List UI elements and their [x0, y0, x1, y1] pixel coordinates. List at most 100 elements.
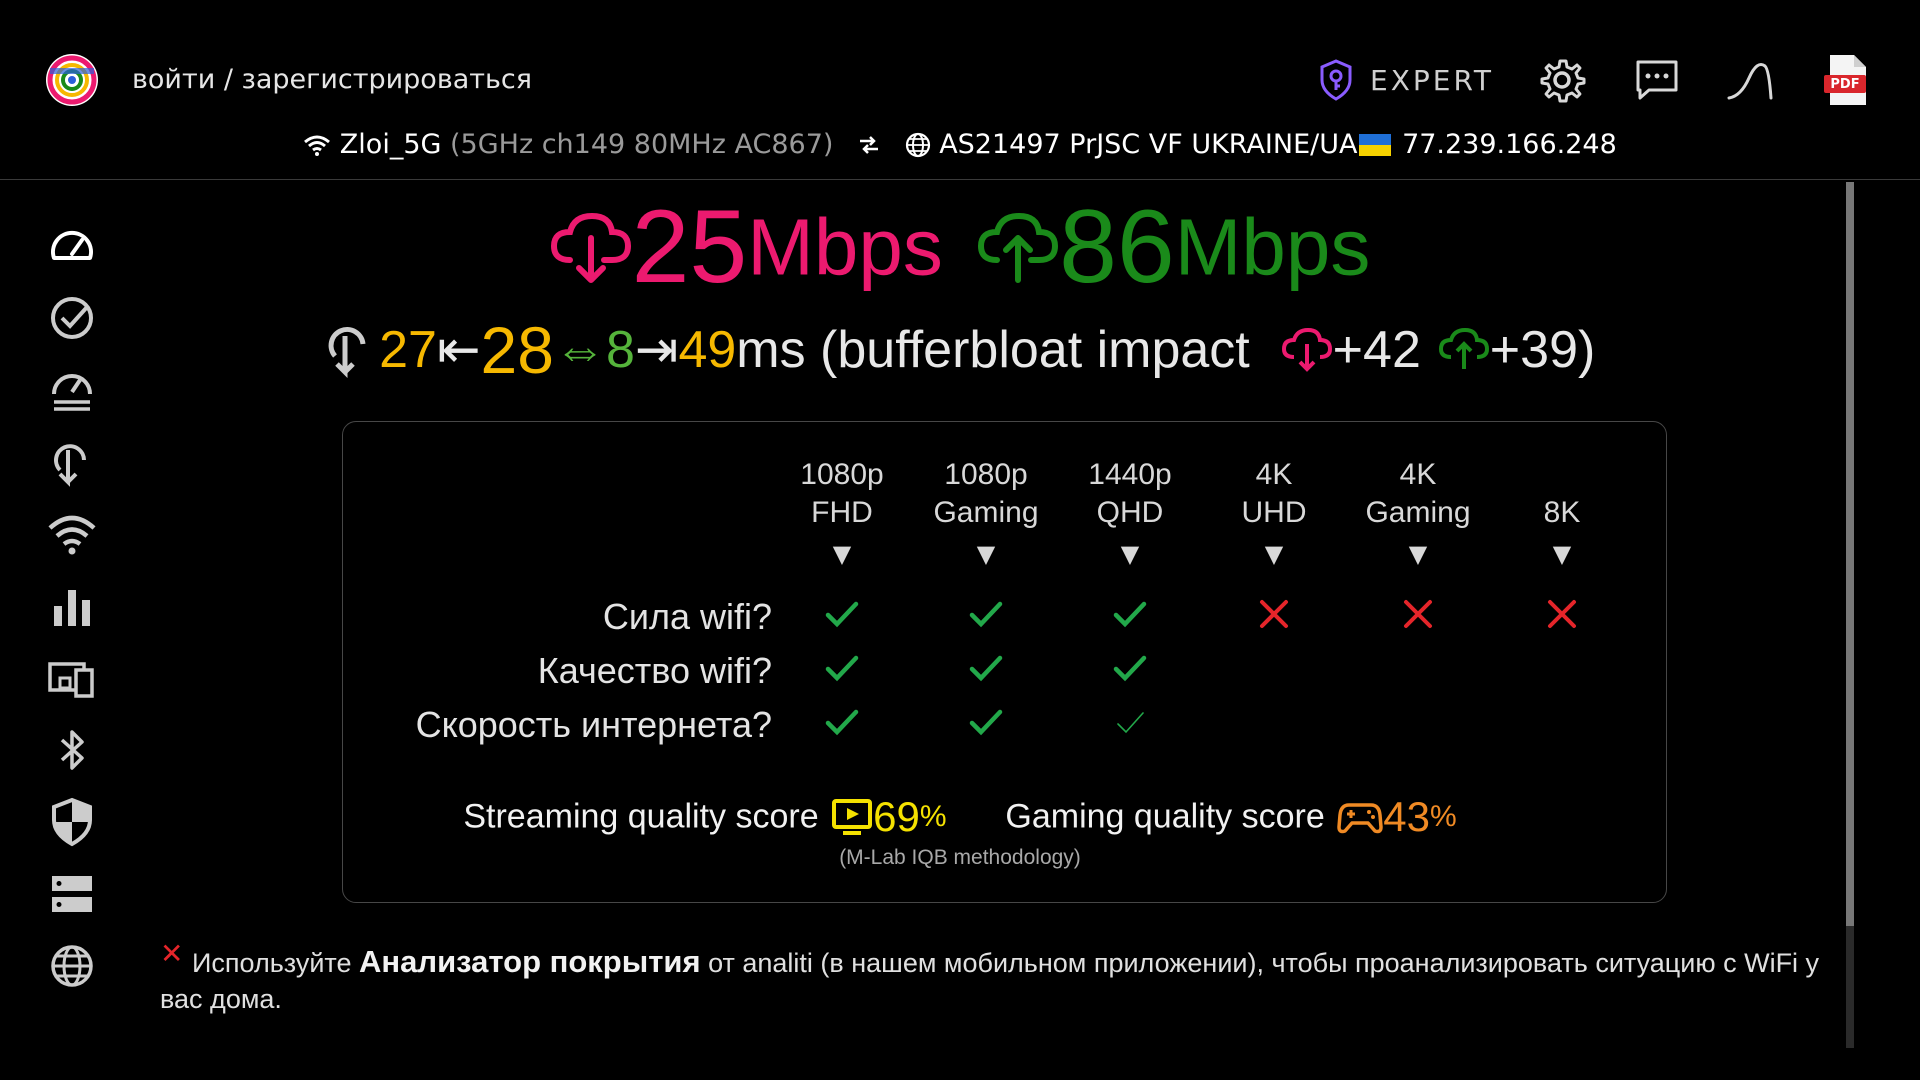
pdf-label: PDF [1830, 77, 1860, 92]
curve-icon[interactable] [1727, 56, 1775, 104]
globe-small-icon [905, 132, 930, 157]
jitter-arrow: ⇔ [553, 321, 606, 379]
check-icon [825, 655, 859, 682]
column-header-8k: 8K [1492, 494, 1632, 532]
download-cloud-icon [550, 212, 631, 283]
streaming-tv-icon [832, 799, 873, 835]
check-thin-icon [1117, 712, 1144, 734]
network-info[interactable]: Zloi_5G (5GHz ch149 80MHz AC867) AS21497… [0, 128, 1920, 168]
check-icon [969, 655, 1003, 682]
latency-min: 27 [379, 321, 437, 379]
gamepad-icon [1337, 803, 1383, 834]
scrollbar-thumb[interactable] [1846, 182, 1854, 926]
bluetooth-icon[interactable] [46, 724, 98, 776]
column-header-line1: 1080p [944, 458, 1028, 491]
cross-icon [1260, 600, 1288, 628]
column-arrow: ▼ [976, 540, 996, 568]
column-header-line2: UHD [1241, 496, 1307, 529]
column-header-4k-uhd: 4K UHD [1204, 456, 1344, 532]
check-icon [969, 709, 1003, 736]
latency-max: 49 [678, 321, 737, 379]
upload-speed-value: 86 [1059, 189, 1175, 305]
column-header-1080p-gaming: 1080p Gaming [916, 456, 1056, 532]
app-logo[interactable] [46, 54, 98, 106]
key-icon [1320, 59, 1352, 101]
row-label-wifi-quality: Качество wifi? [537, 650, 772, 691]
latency-small-icon [328, 327, 366, 379]
wifi-icon[interactable] [46, 508, 98, 560]
check-icon [825, 709, 859, 736]
message-icon[interactable] [1633, 56, 1681, 104]
check-circle-icon[interactable] [46, 292, 98, 344]
column-arrow: ▼ [832, 540, 852, 568]
download-impact-icon [1281, 327, 1332, 372]
coverage-analyzer-note: ✕ Используйте Анализатор покрытия от ana… [160, 938, 1840, 1017]
column-arrow: ▼ [1120, 540, 1140, 568]
latency-close-paren: ) [1578, 321, 1596, 379]
column-arrow: ▼ [1408, 540, 1428, 568]
pdf-icon[interactable]: PDF [1822, 53, 1870, 107]
speedtest-history-icon[interactable] [46, 364, 98, 416]
scrollbar[interactable] [1846, 182, 1854, 1048]
speed-results: 25Mbps 86Mbps [0, 188, 1920, 307]
check-icon [969, 601, 1003, 628]
devices-icon[interactable] [46, 652, 98, 704]
column-header-line2: QHD [1096, 496, 1164, 529]
check-icon [825, 601, 859, 628]
globe-icon[interactable] [46, 940, 98, 992]
column-header-line1: 1080p [800, 458, 884, 491]
check-icon [1113, 655, 1147, 682]
cross-icon [1548, 600, 1576, 628]
note-suffix: от analiti (в нашем мобильном приложении… [160, 948, 1820, 1014]
wifi-details: (5GHz ch149 80MHz AC867) [450, 129, 834, 160]
gaming-score-label: Gaming quality score [1005, 797, 1325, 836]
ukraine-flag-icon [1359, 133, 1392, 156]
note-prefix: Используйте [192, 948, 352, 978]
speedometer-icon[interactable] [46, 220, 98, 272]
latency-icon[interactable] [46, 436, 98, 488]
upload-cloud-icon [978, 212, 1059, 283]
check-icon [1113, 601, 1147, 628]
wifi-ssid: Zloi_5G [339, 129, 442, 160]
column-header-line1: 4K [1399, 458, 1437, 491]
dismiss-note-icon[interactable]: ✕ [160, 938, 184, 969]
column-header-line2: FHD [811, 496, 873, 529]
column-header-line2: 8K [1543, 496, 1581, 529]
download-speed-unit: Mbps [747, 202, 943, 292]
latency-arrow-right: ⇥ [634, 321, 679, 379]
gaming-score-value: 43 [1383, 793, 1430, 840]
coverage-analyzer-link[interactable]: Анализатор покрытия [359, 944, 701, 979]
login-link[interactable]: войти / зарегистрироваться [132, 64, 533, 95]
download-speed-value: 25 [631, 189, 748, 305]
swap-icon [860, 135, 879, 154]
logo-icon [47, 55, 97, 105]
quality-panel [342, 421, 1667, 903]
latency-arrow-left: ⇤ [436, 321, 481, 379]
latency-suffix: ms (bufferbloat impact [736, 321, 1250, 379]
column-header-line2: Gaming [1365, 496, 1471, 529]
column-header-1440p-qhd: 1440p QHD [1060, 456, 1200, 532]
ip-address: 77.239.166.248 [1402, 129, 1617, 160]
methodology-note: (M-Lab IQB methodology) [839, 846, 1081, 869]
shield-icon[interactable] [46, 796, 98, 848]
column-header-line2: Gaming [933, 496, 1039, 529]
quality-scores: Streaming quality score 69% Gaming quali… [0, 793, 1920, 841]
server-icon[interactable] [46, 868, 98, 920]
download-impact-value: +42 [1332, 321, 1421, 379]
latency-median: 28 [480, 313, 554, 387]
gear-icon[interactable] [1538, 56, 1586, 104]
expert-badge[interactable]: EXPERT [1316, 58, 1494, 102]
header-divider [0, 179, 1920, 180]
isp-name: AS21497 PrJSC VF UKRAINE/UA [939, 129, 1358, 160]
row-label-internet-speed: Скорость интернета? [415, 704, 772, 745]
wifi-small-icon [304, 135, 331, 156]
upload-speed-unit: Mbps [1174, 202, 1371, 292]
expert-label: EXPERT [1370, 63, 1494, 97]
bar-chart-icon[interactable] [46, 580, 98, 632]
latency-jitter: 8 [605, 321, 635, 379]
column-header-4k-gaming: 4K Gaming [1348, 456, 1488, 532]
column-header-line1: 1440p [1088, 458, 1172, 491]
upload-impact-value: +39 [1489, 321, 1579, 379]
row-label-wifi-strength: Сила wifi? [602, 596, 772, 637]
streaming-score-value: 69 [873, 793, 920, 840]
